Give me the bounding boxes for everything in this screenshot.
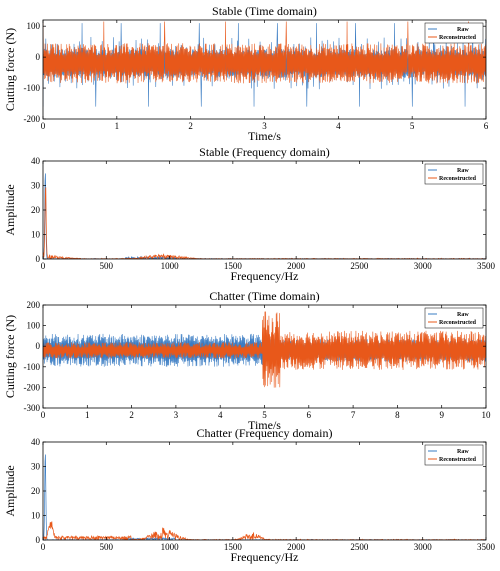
y-tick-label: 30	[31, 181, 41, 191]
x-tick-label: 7	[351, 410, 356, 420]
x-tick-label: 500	[100, 542, 114, 552]
y-tick-label: 20	[31, 486, 41, 496]
series-line-reconstructed	[43, 21, 486, 84]
series-line-reconstructed	[43, 187, 486, 259]
chart-panel-2: Stable (Frequency domain)0 500 1000 1500 200…	[3, 145, 496, 283]
y-tick-label: -200	[24, 114, 41, 124]
x-tick-label: 9	[439, 410, 444, 420]
y-tick-label: -100	[24, 362, 41, 372]
x-tick-label: 5	[410, 121, 415, 131]
x-axis-label: Time/s	[248, 129, 281, 143]
legend-entry: Raw	[457, 312, 469, 318]
x-tick-label: 2000	[287, 542, 306, 552]
legend: Raw Reconstructed	[424, 444, 484, 466]
legend: Raw Reconstructed	[424, 22, 484, 44]
x-axis-label: Time/s	[248, 418, 281, 432]
chart-panel-4: Chatter (Frequency domain) 0 500 1000 1500 20…	[3, 426, 496, 564]
x-tick-label: 6	[484, 121, 489, 131]
x-tick-label: 1500	[224, 261, 243, 271]
y-tick-label: 0	[36, 254, 41, 264]
legend-entry: Reconstructed	[439, 176, 477, 182]
y-tick-label: 200	[27, 300, 41, 310]
y-axis-label: Amplitude	[3, 184, 17, 235]
x-tick-label: 500	[100, 261, 114, 271]
y-axis-label: Amplitude	[3, 465, 17, 516]
legend-entry: Raw	[457, 27, 469, 33]
x-tick-label: 6	[307, 410, 312, 420]
x-tick-label: 4	[336, 121, 341, 131]
series-line-raw	[43, 454, 486, 540]
x-tick-label: 1000	[161, 261, 180, 271]
x-tick-label: 1000	[161, 542, 180, 552]
legend-entry: Reconstructed	[439, 35, 477, 41]
series-line-reconstructed	[43, 521, 486, 540]
series-line-reconstructed	[43, 311, 486, 388]
y-tick-label: 40	[31, 437, 41, 447]
x-tick-label: 3	[174, 410, 179, 420]
y-tick-label: -100	[24, 83, 41, 93]
x-axis-label: Frequency/Hz	[231, 550, 299, 564]
legend-entry: Reconstructed	[439, 457, 477, 463]
y-tick-label: 30	[31, 462, 41, 472]
chart-title: Chatter (Time domain)	[209, 289, 319, 303]
y-tick-label: 100	[27, 321, 41, 331]
chart-panel-3: Chatter (Time domain) 0 1 2 3 4 5 6 7 8 9 10 -300 -20…	[3, 289, 491, 432]
legend-entry: Raw	[457, 168, 469, 174]
chart-title: Stable (Time domain)	[212, 4, 317, 18]
chart-panel-1: Stable (Time domain) 0 1 2 3 4 5 6 -200 -100 0 100 T…	[3, 4, 489, 143]
x-tick-label: 3500	[477, 542, 496, 552]
legend-entry: Raw	[457, 449, 469, 455]
legend: Raw Reconstructed	[424, 163, 484, 185]
x-tick-label: 3000	[414, 542, 433, 552]
x-tick-label: 3000	[414, 261, 433, 271]
x-tick-label: 1500	[224, 542, 243, 552]
series-line-raw	[43, 173, 486, 259]
y-tick-label: 20	[31, 205, 41, 215]
x-tick-label: 3	[262, 121, 267, 131]
legend-entry: Reconstructed	[439, 320, 477, 326]
chart-title: Stable (Frequency domain)	[199, 145, 330, 159]
x-tick-label: 2500	[350, 261, 369, 271]
x-tick-label: 2000	[287, 261, 306, 271]
x-tick-label: 2	[188, 121, 193, 131]
x-tick-label: 2	[129, 410, 134, 420]
y-tick-label: 40	[31, 156, 41, 166]
x-tick-label: 0	[41, 410, 46, 420]
y-tick-label: 0	[36, 535, 41, 545]
y-tick-label: 10	[31, 230, 41, 240]
x-tick-label: 1	[85, 410, 90, 420]
x-tick-label: 2500	[350, 542, 369, 552]
y-tick-label: 10	[31, 511, 41, 521]
y-tick-label: 0	[36, 52, 41, 62]
x-axis-label: Frequency/Hz	[231, 269, 299, 283]
y-tick-label: -300	[24, 403, 41, 413]
legend: Raw Reconstructed	[424, 307, 484, 329]
axes-frame	[42, 441, 487, 541]
y-axis-label: Cutting force (N)	[3, 315, 17, 398]
x-tick-label: 0	[41, 261, 46, 271]
y-tick-label: 100	[27, 21, 41, 31]
x-tick-label: 5	[262, 410, 267, 420]
y-axis-label: Cutting force (N)	[3, 28, 17, 111]
chart-title: Chatter (Frequency domain)	[197, 426, 333, 440]
x-tick-label: 8	[395, 410, 400, 420]
y-tick-label: 0	[36, 341, 41, 351]
x-tick-label: 1	[115, 121, 120, 131]
x-tick-label: 3500	[477, 261, 496, 271]
x-tick-label: 0	[41, 121, 46, 131]
x-tick-label: 10	[482, 410, 492, 420]
x-tick-label: 0	[41, 542, 46, 552]
x-tick-label: 4	[218, 410, 223, 420]
y-tick-label: -200	[24, 382, 41, 392]
axes-frame	[42, 160, 487, 260]
